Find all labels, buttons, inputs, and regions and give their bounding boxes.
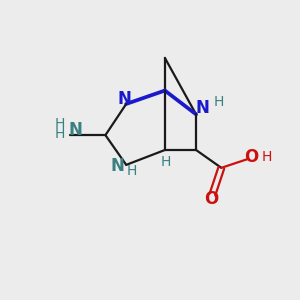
Text: H: H	[55, 127, 65, 141]
Text: H: H	[213, 95, 224, 109]
Text: N: N	[110, 157, 124, 175]
Text: H: H	[55, 117, 65, 131]
Text: N: N	[196, 99, 209, 117]
Text: N: N	[118, 90, 132, 108]
Text: H: H	[126, 164, 137, 178]
Text: H: H	[261, 150, 272, 164]
Text: O: O	[204, 190, 218, 208]
Text: O: O	[244, 148, 258, 166]
Text: H: H	[160, 155, 171, 170]
Text: N: N	[68, 121, 82, 139]
